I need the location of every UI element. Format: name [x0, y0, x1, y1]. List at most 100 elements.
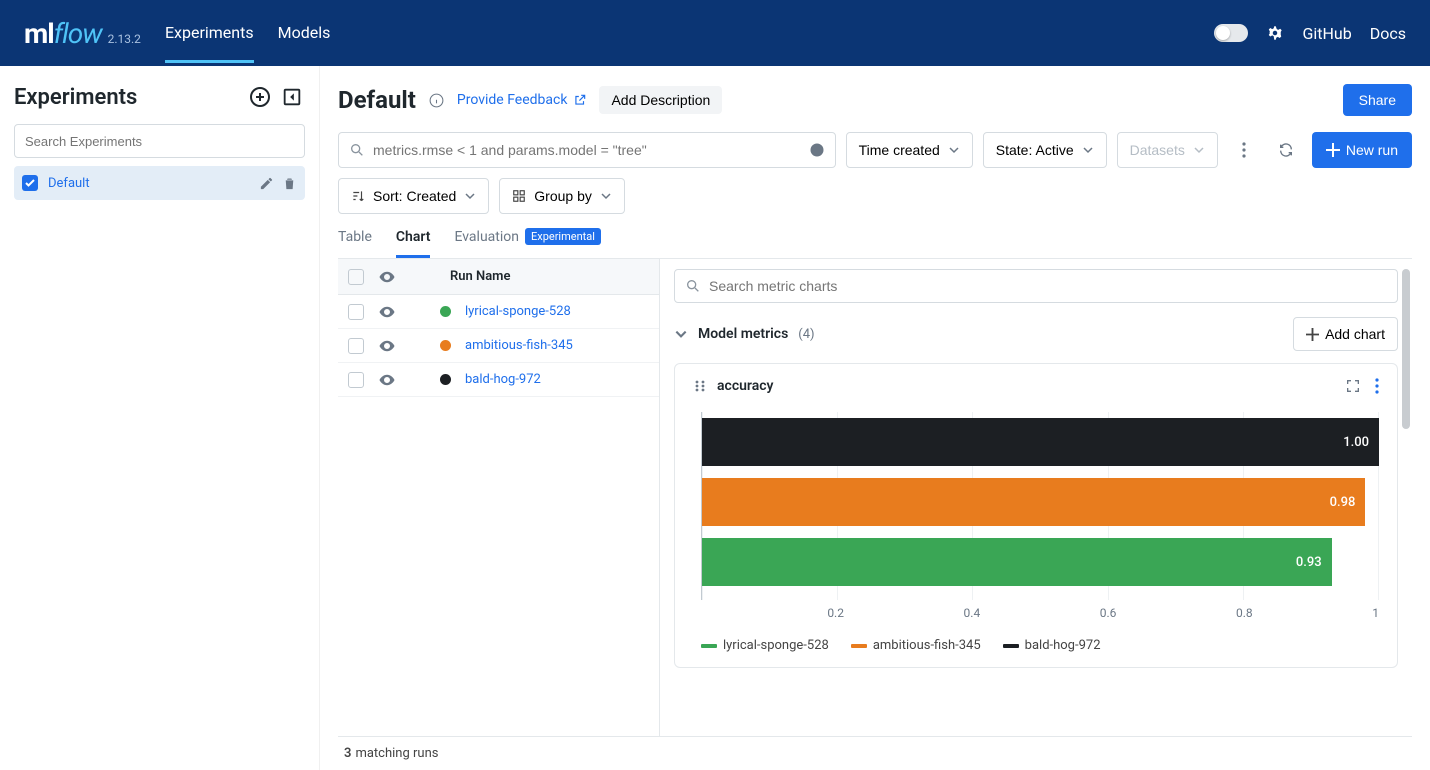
legend-item[interactable]: lyrical-sponge-528	[701, 638, 829, 653]
nav-tabs: Experiments Models	[165, 3, 330, 63]
matching-label: matching runs	[355, 746, 438, 761]
search-icon	[685, 278, 701, 294]
experiment-item[interactable]: Default	[14, 166, 305, 200]
tab-chart[interactable]: Chart	[396, 228, 431, 258]
query-input[interactable]	[373, 142, 801, 158]
run-name-link[interactable]: ambitious-fish-345	[465, 338, 573, 353]
refresh-icon	[1278, 142, 1294, 158]
search-experiments-input[interactable]	[14, 124, 305, 158]
feedback-label: Provide Feedback	[457, 92, 568, 108]
drag-handle-icon[interactable]	[693, 379, 707, 393]
plus-icon	[1326, 143, 1340, 157]
run-checkbox[interactable]	[348, 372, 364, 388]
run-name-link[interactable]: bald-hog-972	[465, 372, 541, 387]
experiment-checkbox[interactable]	[22, 175, 38, 191]
new-run-button[interactable]: New run	[1312, 132, 1412, 168]
nav-link-github[interactable]: GitHub	[1302, 24, 1351, 43]
legend-label: bald-hog-972	[1025, 638, 1101, 653]
section-toggle[interactable]	[674, 327, 688, 341]
logo[interactable]: ml flow 2.13.2	[24, 17, 141, 50]
edit-icon[interactable]	[259, 176, 274, 191]
chart-card-accuracy: accuracy 1.000.980.93 00.20.40.60.81 lyr…	[674, 363, 1398, 668]
bar-row: 0.98	[702, 478, 1379, 526]
datasets-dropdown[interactable]: Datasets	[1117, 132, 1218, 168]
collapse-sidebar-button[interactable]	[279, 84, 305, 110]
charts-panel: Model metrics (4) Add chart accuracy	[660, 259, 1412, 736]
experiment-name[interactable]: Default	[48, 176, 249, 191]
chart-search-wrap[interactable]	[674, 269, 1398, 303]
state-dropdown[interactable]: State: Active	[983, 132, 1107, 168]
theme-toggle[interactable]	[1214, 24, 1248, 42]
main: Default Provide Feedback Add Description…	[320, 66, 1430, 770]
add-description-button[interactable]: Add Description	[599, 86, 722, 114]
axis-tick: 0.4	[964, 606, 981, 620]
refresh-button[interactable]	[1270, 134, 1302, 166]
legend-label: lyrical-sponge-528	[723, 638, 829, 653]
chart-search-input[interactable]	[709, 278, 1387, 294]
add-chart-button[interactable]: Add chart	[1293, 317, 1398, 351]
matching-count: 3	[344, 746, 351, 761]
logo-suffix: flow	[54, 17, 102, 50]
time-created-dropdown[interactable]: Time created	[846, 132, 973, 168]
sidebar: Experiments Default	[0, 66, 320, 770]
logo-prefix: ml	[24, 17, 54, 50]
legend-swatch	[701, 644, 717, 648]
chevron-down-icon	[600, 190, 612, 202]
run-checkbox[interactable]	[348, 338, 364, 354]
search-icon	[349, 142, 365, 158]
nav-tab-models[interactable]: Models	[278, 3, 331, 63]
run-checkbox[interactable]	[348, 304, 364, 320]
runs-panel: Run Name lyrical-sponge-528ambitious-fis…	[338, 259, 660, 736]
chart-title: accuracy	[717, 378, 774, 394]
check-icon	[25, 178, 35, 188]
fullscreen-icon[interactable]	[1345, 378, 1361, 394]
delete-icon[interactable]	[282, 176, 297, 191]
plus-circle-icon	[248, 85, 272, 109]
legend-item[interactable]: ambitious-fish-345	[851, 638, 981, 653]
groupby-dropdown[interactable]: Group by	[499, 178, 625, 214]
view-tabs: Table Chart Evaluation Experimental	[338, 228, 1412, 259]
visibility-toggle[interactable]	[378, 337, 396, 355]
provide-feedback-link[interactable]: Provide Feedback	[457, 92, 588, 108]
visibility-toggle[interactable]	[378, 303, 396, 321]
kebab-icon	[1242, 142, 1246, 158]
legend-label: ambitious-fish-345	[873, 638, 981, 653]
run-name-link[interactable]: lyrical-sponge-528	[465, 304, 571, 319]
nav-tab-experiments[interactable]: Experiments	[165, 3, 254, 63]
bar-row: 1.00	[702, 418, 1379, 466]
tab-evaluation[interactable]: Evaluation Experimental	[454, 228, 600, 258]
nav-link-docs[interactable]: Docs	[1370, 24, 1406, 43]
legend-swatch	[851, 644, 867, 648]
section-title: Model metrics	[698, 326, 788, 342]
bar[interactable]: 1.00	[702, 418, 1379, 466]
sort-dropdown[interactable]: Sort: Created	[338, 178, 489, 214]
axis-tick: 0.2	[827, 606, 844, 620]
plus-icon	[1306, 328, 1319, 341]
axis-tick: 1	[1372, 606, 1379, 620]
share-button[interactable]: Share	[1343, 84, 1412, 116]
query-info-icon[interactable]	[809, 142, 825, 158]
legend-item[interactable]: bald-hog-972	[1003, 638, 1101, 653]
query-input-wrap[interactable]	[338, 132, 836, 168]
legend-swatch	[1003, 644, 1019, 648]
run-color-dot	[440, 340, 451, 351]
settings-icon[interactable]	[1266, 24, 1284, 42]
visibility-toggle[interactable]	[378, 371, 396, 389]
run-row[interactable]: ambitious-fish-345	[338, 329, 659, 363]
tab-table[interactable]: Table	[338, 228, 372, 258]
info-icon[interactable]	[428, 92, 445, 109]
chevron-down-icon	[1193, 144, 1205, 156]
run-color-dot	[440, 374, 451, 385]
create-experiment-button[interactable]	[247, 84, 273, 110]
select-all-checkbox[interactable]	[348, 269, 364, 285]
chart-kebab-icon[interactable]	[1375, 378, 1379, 394]
bar[interactable]: 0.98	[702, 478, 1365, 526]
run-color-dot	[440, 306, 451, 317]
axis-tick: 0.6	[1100, 606, 1117, 620]
kebab-menu[interactable]	[1228, 134, 1260, 166]
run-row[interactable]: lyrical-sponge-528	[338, 295, 659, 329]
bar[interactable]: 0.93	[702, 538, 1332, 586]
visibility-toggle-all[interactable]	[378, 268, 396, 286]
run-row[interactable]: bald-hog-972	[338, 363, 659, 397]
collapse-icon	[281, 86, 303, 108]
